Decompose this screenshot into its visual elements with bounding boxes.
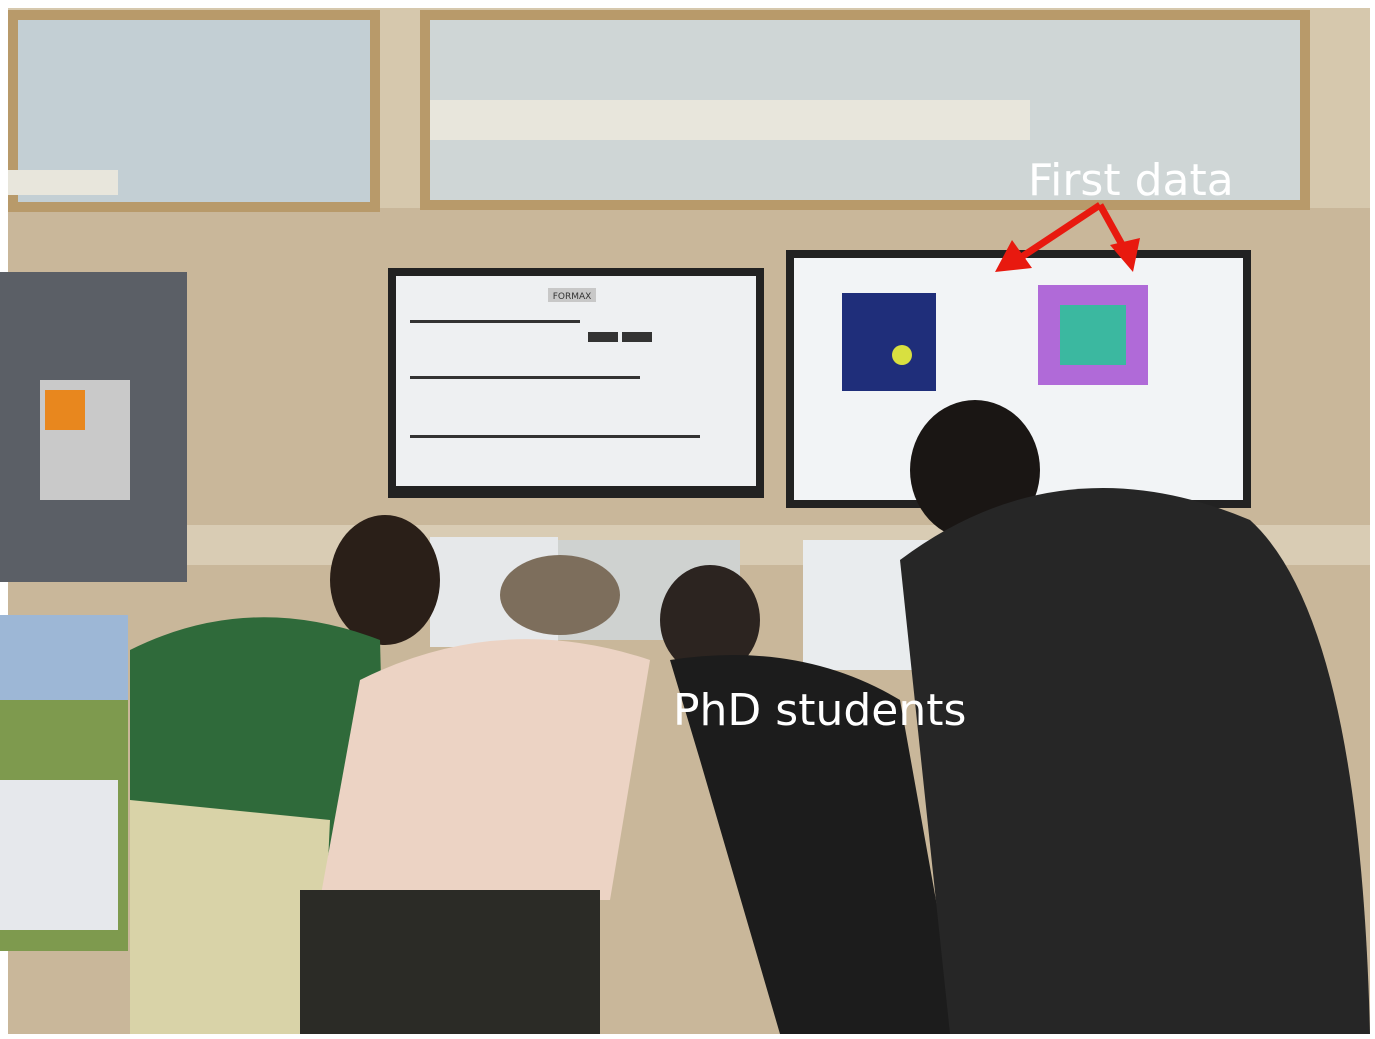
beamline xyxy=(410,435,700,438)
panel xyxy=(622,332,652,342)
diffraction-image xyxy=(842,293,936,391)
person-body xyxy=(900,488,1370,1034)
arrow-head xyxy=(995,240,1032,272)
annotation-first-data: First data xyxy=(1028,155,1234,206)
person-head xyxy=(660,565,760,675)
arrow-shaft xyxy=(1018,202,1102,261)
instrument-part xyxy=(45,390,85,430)
arrow-head xyxy=(1110,238,1140,272)
person-body xyxy=(130,800,330,1034)
diffraction-spot xyxy=(892,345,912,365)
ceiling-light xyxy=(430,100,1030,140)
monitor-screen xyxy=(396,276,756,486)
person-body xyxy=(320,639,650,900)
synoptic-diagram xyxy=(410,320,700,438)
person-head xyxy=(330,515,440,645)
building xyxy=(0,780,118,930)
data-image-center xyxy=(1060,305,1126,365)
annotation-arrows xyxy=(995,202,1140,272)
person-legs xyxy=(300,890,600,1034)
person-head xyxy=(500,555,620,635)
screen-label-box xyxy=(548,288,596,302)
beamline xyxy=(410,320,580,323)
ceiling-light xyxy=(8,170,118,195)
annotation-phd-students: PhD students xyxy=(673,685,966,736)
screen-label: FORMAX xyxy=(553,292,592,302)
person-body xyxy=(670,655,960,1034)
beamline xyxy=(410,376,640,379)
panel xyxy=(588,332,618,342)
